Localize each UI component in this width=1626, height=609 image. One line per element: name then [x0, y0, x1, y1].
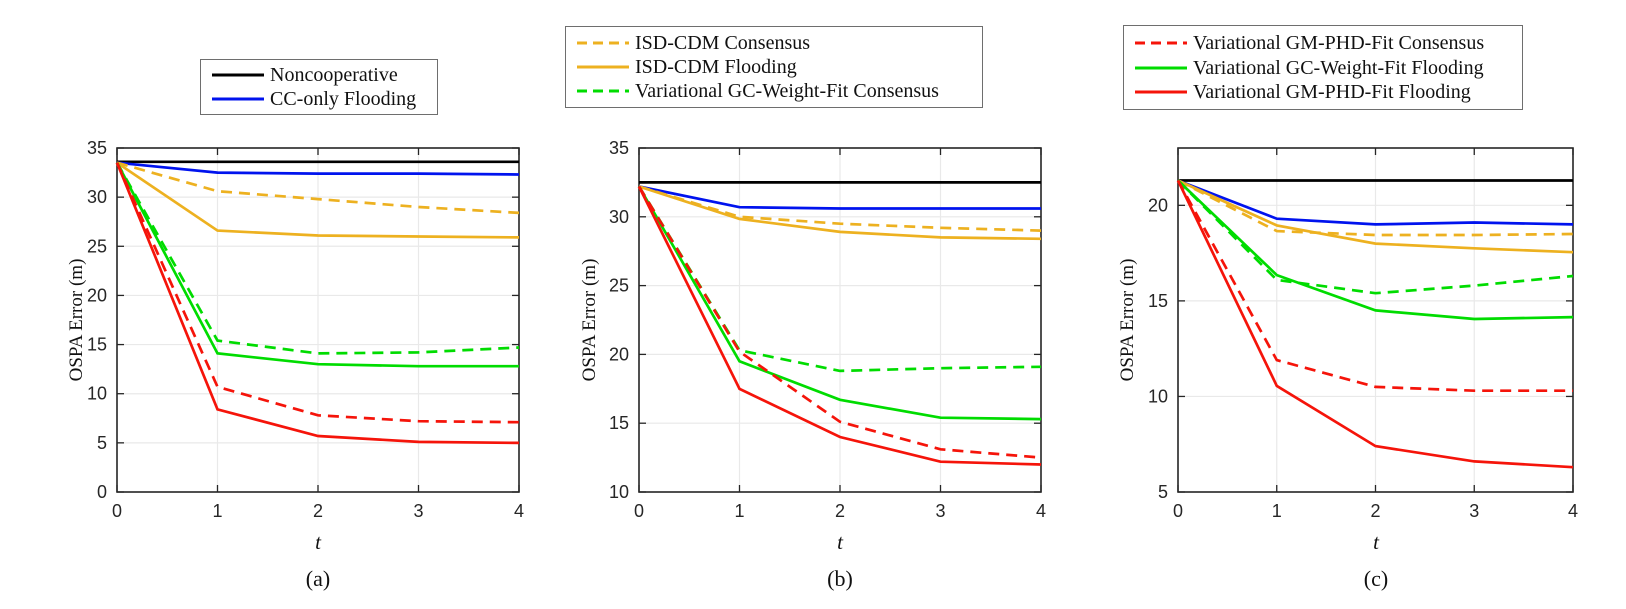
x-tick-label: 2	[1370, 501, 1380, 521]
legend-entry: Variational GC-Weight-Fit Flooding	[1134, 58, 1516, 78]
legend-dashed-line-swatch	[577, 41, 629, 45]
legend-entry: ISD-CDM Flooding	[576, 57, 976, 77]
legend-entry-label: Variational GM-PHD-Fit Consensus	[1193, 31, 1485, 54]
plot-area-a: 0 1 2 3 4 0 5 10 15 20 25 30 35	[87, 138, 524, 521]
y-tick-label: 10	[87, 384, 107, 404]
x-tick-label: 2	[313, 501, 323, 521]
legend-solid-line-swatch	[212, 73, 264, 77]
legend-solid-line-swatch	[1135, 66, 1187, 69]
plot-area-b: 0 1 2 3 4 10 15 20 25 30 35	[609, 138, 1046, 521]
x-axis-label-a: t	[315, 530, 321, 554]
legend-entry-label: Noncooperative	[270, 64, 398, 87]
x-tick-label: 3	[413, 501, 423, 521]
y-axis-label-b: OSPA Error (m)	[579, 258, 600, 382]
legend-entry: Variational GC-Weight-Fit Consensus	[576, 81, 976, 101]
y-tick-label: 0	[97, 482, 107, 502]
y-tick-label: 10	[1148, 386, 1168, 406]
legend-c: Variational GM-PHD-Fit Consensus Variatio…	[1123, 25, 1523, 110]
x-tick-label: 1	[212, 501, 222, 521]
legend-entry-label: Variational GC-Weight-Fit Consensus	[635, 80, 939, 102]
series-line-gc-weight-fit-consensus	[1177, 179, 1574, 295]
series-line-gm-phd-fit-flooding	[1176, 179, 1574, 469]
legend-entry-label: Variational GC-Weight-Fit Flooding	[1193, 56, 1484, 79]
y-tick-label: 15	[1148, 291, 1168, 311]
series-line-isd-cdm-consensus	[638, 185, 1042, 232]
y-tick-label: 25	[87, 236, 107, 256]
series-line-isd-cdm-consensus	[1177, 179, 1574, 237]
legend-entry: Noncooperative	[211, 65, 431, 85]
x-tick-label: 4	[514, 501, 524, 521]
legend-entry-label: Variational GM-PHD-Fit Flooding	[1193, 81, 1471, 104]
series-line-gc-weight-fit-flooding	[115, 162, 519, 368]
x-axis-label-b: t	[837, 530, 843, 554]
series-line-gm-phd-fit-flooding	[637, 185, 1042, 466]
x-tick-label: 1	[1272, 501, 1282, 521]
y-tick-label: 35	[87, 138, 107, 158]
series-line-gc-weight-fit-consensus	[115, 162, 520, 355]
x-tick-label: 0	[634, 501, 644, 521]
series-line-gm-phd-fit-consensus	[637, 185, 1042, 459]
y-tick-label: 5	[97, 433, 107, 453]
legend-entry-label: ISD-CDM Flooding	[635, 56, 797, 78]
y-tick-label: 30	[87, 187, 107, 207]
y-tick-label: 10	[609, 482, 629, 502]
legend-entry-label: CC-only Flooding	[270, 87, 417, 110]
y-tick-label: 25	[609, 276, 629, 296]
series-line-gc-weight-fit-flooding	[637, 185, 1042, 421]
y-tick-label: 30	[609, 207, 629, 227]
series-line-cc-only-flooding	[1177, 179, 1574, 226]
series-line-isd-cdm-flooding	[638, 185, 1042, 241]
legend-solid-line-swatch	[577, 65, 629, 69]
legend-entry: Variational GM-PHD-Fit Flooding	[1134, 82, 1516, 102]
x-tick-label: 4	[1036, 501, 1046, 521]
series-line-cc-only-flooding	[638, 185, 1041, 210]
legend-entry: CC-only Flooding	[211, 89, 431, 109]
series-line-isd-cdm-flooding	[1177, 179, 1574, 254]
x-axis-label-c: t	[1373, 530, 1379, 554]
legend-solid-line-swatch	[212, 97, 264, 101]
y-tick-label: 35	[609, 138, 629, 158]
y-axis-label-c: OSPA Error (m)	[1117, 258, 1138, 382]
plot-area-c: 0 1 2 3 4 5 10 15 20	[1148, 147, 1578, 521]
series-line-gm-phd-fit-flooding	[115, 162, 520, 445]
x-tick-label: 3	[1469, 501, 1479, 521]
legend-solid-line-swatch	[1135, 90, 1187, 94]
y-tick-label: 20	[609, 344, 629, 364]
y-tick-label: 20	[87, 285, 107, 305]
legend-dashed-line-swatch	[1135, 41, 1187, 45]
series-line-gm-phd-fit-consensus	[115, 162, 520, 424]
y-axis-label-a: OSPA Error (m)	[66, 258, 87, 382]
legend-dashed-line-swatch	[577, 89, 629, 93]
y-tick-label: 15	[87, 335, 107, 355]
series-line-isd-cdm-consensus	[116, 161, 520, 215]
y-tick-label: 20	[1148, 195, 1168, 215]
x-tick-label: 0	[112, 501, 122, 521]
legend-a: Noncooperative CC-only Flooding	[200, 59, 438, 115]
subplot-caption-a: (a)	[305, 566, 331, 591]
legend-entry-label: ISD-CDM Consensus	[635, 32, 811, 54]
y-tick-label: 5	[1158, 482, 1168, 502]
series-line-isd-cdm-flooding	[116, 161, 520, 239]
subplot-caption-b: (b)	[827, 566, 853, 591]
series-line-cc-only-flooding	[116, 161, 520, 176]
x-tick-label: 2	[835, 501, 845, 521]
legend-b: ISD-CDM Consensus ISD-CDM Flooding Variati…	[565, 26, 983, 108]
x-tick-label: 3	[935, 501, 945, 521]
legend-entry: Variational GM-PHD-Fit Consensus	[1134, 33, 1516, 53]
series-line-gm-phd-fit-consensus	[1176, 179, 1573, 393]
x-tick-label: 4	[1568, 501, 1578, 521]
y-tick-label: 15	[609, 413, 629, 433]
subplot-caption-c: (c)	[1363, 566, 1389, 591]
x-tick-label: 1	[734, 501, 744, 521]
legend-entry: ISD-CDM Consensus	[576, 33, 976, 53]
series-line-gc-weight-fit-flooding	[1177, 179, 1574, 321]
x-tick-label: 0	[1173, 501, 1183, 521]
